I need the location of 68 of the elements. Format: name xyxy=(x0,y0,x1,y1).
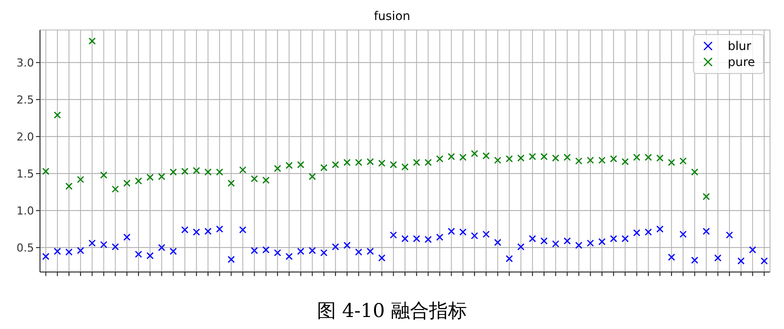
point xyxy=(250,175,258,182)
point xyxy=(528,152,536,160)
point xyxy=(517,154,524,162)
point xyxy=(228,180,235,187)
point xyxy=(297,161,304,168)
point xyxy=(436,155,444,162)
point xyxy=(644,154,652,161)
point xyxy=(401,163,409,171)
point xyxy=(366,158,374,166)
point xyxy=(332,161,340,168)
point xyxy=(506,155,513,162)
point xyxy=(552,154,560,162)
point xyxy=(540,152,548,160)
point xyxy=(286,162,293,170)
point xyxy=(239,166,246,174)
point xyxy=(54,112,61,119)
point xyxy=(216,168,224,176)
point xyxy=(622,158,629,166)
point xyxy=(112,186,119,193)
point xyxy=(320,164,328,172)
point xyxy=(610,155,618,162)
y-tick-label: 2.5 xyxy=(16,93,34,106)
point xyxy=(412,158,420,166)
point xyxy=(378,160,386,167)
point xyxy=(204,168,212,176)
point xyxy=(192,167,200,174)
point xyxy=(262,176,270,184)
point xyxy=(170,168,177,176)
point xyxy=(494,156,502,164)
point xyxy=(355,158,362,166)
point xyxy=(158,172,166,180)
legend-label: blur xyxy=(728,38,752,54)
point xyxy=(691,168,698,176)
point xyxy=(598,156,606,164)
point xyxy=(575,157,582,165)
point xyxy=(42,168,50,175)
point xyxy=(470,150,478,158)
point xyxy=(633,154,640,161)
y-tick-label: 1.5 xyxy=(16,167,34,180)
legend-label: pure xyxy=(728,54,755,70)
point xyxy=(390,161,398,168)
point xyxy=(343,158,351,166)
point xyxy=(668,158,676,166)
point xyxy=(88,38,96,45)
point xyxy=(65,182,73,190)
y-tick-label: 0.5 xyxy=(16,241,34,254)
point xyxy=(76,176,84,184)
point xyxy=(123,180,131,187)
y-tick-label: 1.0 xyxy=(16,204,34,218)
caption: 图 4-10 融合指标 xyxy=(316,299,468,324)
point xyxy=(308,172,316,180)
point xyxy=(656,154,664,162)
chart-title: fusion xyxy=(372,8,412,24)
point xyxy=(702,192,710,200)
y-tick-label: 3.0 xyxy=(16,56,34,70)
point xyxy=(274,164,282,172)
point xyxy=(459,154,467,161)
y-tick-label: 2.0 xyxy=(16,130,34,144)
point xyxy=(679,157,687,165)
point xyxy=(181,168,188,175)
point xyxy=(448,152,455,160)
point xyxy=(586,156,594,164)
point xyxy=(424,158,432,166)
point xyxy=(482,152,490,160)
point xyxy=(146,174,154,181)
point xyxy=(100,171,108,179)
point xyxy=(134,177,142,185)
point xyxy=(564,154,571,161)
